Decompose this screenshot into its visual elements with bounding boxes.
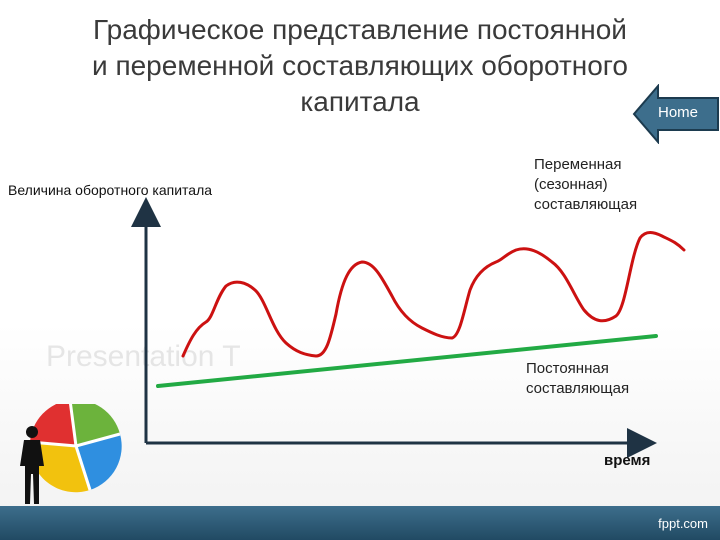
title-line-3: капитала (300, 86, 420, 117)
constant-label-line-2: составляющая (526, 380, 630, 397)
title-line-1: Графическое представление постоянной (93, 14, 627, 45)
home-button[interactable]: Home (632, 84, 720, 144)
puzzle-pie-businessman-icon (20, 404, 122, 504)
constant-label-line-1: Постоянная (526, 360, 609, 377)
y-axis-label: Величина оборотного капитала (8, 182, 213, 198)
home-button-label: Home (658, 104, 699, 121)
arrow-left-home-icon (632, 84, 719, 144)
watermark-text: Presentation T (46, 340, 241, 373)
variable-label-line-1: Переменная (534, 156, 622, 173)
slide-title: Графическое представление постоянной и п… (40, 12, 680, 120)
title-line-2: и переменной составляющих оборотного (92, 50, 628, 81)
variable-component-label: Переменная (сезонная) составляющая (534, 155, 637, 215)
constant-component-line (156, 334, 658, 388)
variable-label-line-2: (сезонная) (534, 176, 608, 193)
constant-component-label: Постоянная составляющая (526, 359, 629, 399)
variable-component-curve (181, 231, 686, 358)
footer-brand: fppt.com (658, 516, 708, 531)
variable-label-line-3: составляющая (534, 196, 638, 213)
bottom-bar (0, 506, 720, 540)
x-axis-label: время (604, 452, 651, 469)
